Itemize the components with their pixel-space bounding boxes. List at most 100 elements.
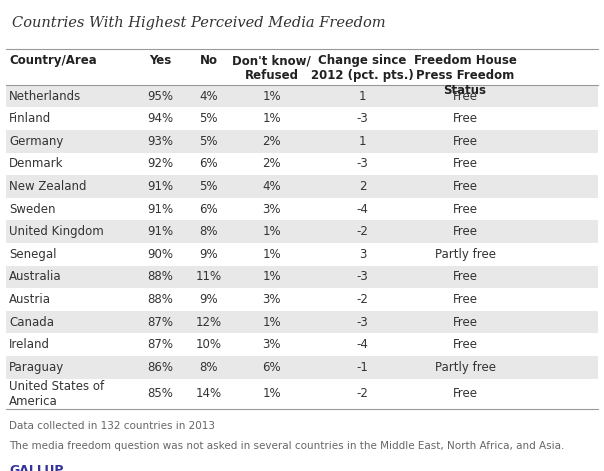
Text: Free: Free xyxy=(452,293,478,306)
Text: Free: Free xyxy=(452,270,478,284)
Text: 1%: 1% xyxy=(263,316,281,329)
Text: 9%: 9% xyxy=(199,293,217,306)
Text: Free: Free xyxy=(452,135,478,148)
Text: Country/Area: Country/Area xyxy=(9,54,97,67)
Text: Austria: Austria xyxy=(9,293,51,306)
Text: United Kingdom: United Kingdom xyxy=(9,225,104,238)
Bar xyxy=(6,356,598,379)
Text: 1%: 1% xyxy=(263,270,281,284)
Text: 88%: 88% xyxy=(147,270,173,284)
Text: 93%: 93% xyxy=(147,135,173,148)
Text: 5%: 5% xyxy=(199,180,217,193)
Bar xyxy=(6,220,598,243)
Text: -3: -3 xyxy=(356,270,368,284)
Text: Countries With Highest Perceived Media Freedom: Countries With Highest Perceived Media F… xyxy=(12,16,386,31)
Text: 1%: 1% xyxy=(263,388,281,400)
Text: Free: Free xyxy=(452,112,478,125)
Bar xyxy=(6,130,598,153)
Text: 91%: 91% xyxy=(147,203,173,216)
Text: -2: -2 xyxy=(356,293,368,306)
Text: 86%: 86% xyxy=(147,361,173,374)
Text: -4: -4 xyxy=(356,338,368,351)
Text: 87%: 87% xyxy=(147,316,173,329)
Text: Free: Free xyxy=(452,338,478,351)
Text: New Zealand: New Zealand xyxy=(9,180,86,193)
Text: 14%: 14% xyxy=(195,388,222,400)
Text: Change since
2012 (pct. pts.): Change since 2012 (pct. pts.) xyxy=(311,54,414,82)
Text: 4%: 4% xyxy=(199,89,217,103)
Text: 11%: 11% xyxy=(195,270,222,284)
Text: 6%: 6% xyxy=(199,203,217,216)
Text: 3%: 3% xyxy=(263,338,281,351)
Text: Free: Free xyxy=(452,316,478,329)
Text: Senegal: Senegal xyxy=(9,248,57,261)
Text: Free: Free xyxy=(452,157,478,171)
Text: United States of
America: United States of America xyxy=(9,380,104,408)
Text: 88%: 88% xyxy=(147,293,173,306)
Text: Free: Free xyxy=(452,89,478,103)
Text: Finland: Finland xyxy=(9,112,51,125)
Text: Australia: Australia xyxy=(9,270,62,284)
Bar xyxy=(6,85,598,107)
Text: 1%: 1% xyxy=(263,225,281,238)
Text: 9%: 9% xyxy=(199,248,217,261)
Text: 3%: 3% xyxy=(263,203,281,216)
Text: 1: 1 xyxy=(359,89,366,103)
Text: -2: -2 xyxy=(356,225,368,238)
Text: -2: -2 xyxy=(356,388,368,400)
Text: 1%: 1% xyxy=(263,89,281,103)
Text: 6%: 6% xyxy=(199,157,217,171)
Text: -3: -3 xyxy=(356,316,368,329)
Text: Germany: Germany xyxy=(9,135,63,148)
Text: 3: 3 xyxy=(359,248,366,261)
Text: Canada: Canada xyxy=(9,316,54,329)
Text: 91%: 91% xyxy=(147,180,173,193)
Text: 12%: 12% xyxy=(195,316,222,329)
Text: Free: Free xyxy=(452,180,478,193)
Text: 90%: 90% xyxy=(147,248,173,261)
Text: Partly free: Partly free xyxy=(435,361,495,374)
Text: 2%: 2% xyxy=(263,157,281,171)
Text: 85%: 85% xyxy=(147,388,173,400)
Text: Free: Free xyxy=(452,225,478,238)
Text: 8%: 8% xyxy=(199,361,217,374)
Text: 1%: 1% xyxy=(263,248,281,261)
Text: 94%: 94% xyxy=(147,112,173,125)
Text: -4: -4 xyxy=(356,203,368,216)
Text: 87%: 87% xyxy=(147,338,173,351)
Text: Sweden: Sweden xyxy=(9,203,56,216)
Text: Yes: Yes xyxy=(149,54,171,67)
Text: Paraguay: Paraguay xyxy=(9,361,64,374)
Text: 1%: 1% xyxy=(263,112,281,125)
Text: Netherlands: Netherlands xyxy=(9,89,82,103)
Text: -3: -3 xyxy=(356,112,368,125)
Text: The media freedom question was not asked in several countries in the Middle East: The media freedom question was not asked… xyxy=(9,441,564,451)
Text: GALLUP: GALLUP xyxy=(9,464,63,471)
Text: 92%: 92% xyxy=(147,157,173,171)
Text: Partly free: Partly free xyxy=(435,248,495,261)
Text: Data collected in 132 countries in 2013: Data collected in 132 countries in 2013 xyxy=(9,421,215,431)
Text: 5%: 5% xyxy=(199,135,217,148)
Text: Free: Free xyxy=(452,388,478,400)
Text: 91%: 91% xyxy=(147,225,173,238)
Text: 3%: 3% xyxy=(263,293,281,306)
Text: Denmark: Denmark xyxy=(9,157,63,171)
Text: 1: 1 xyxy=(359,135,366,148)
Text: 2%: 2% xyxy=(263,135,281,148)
Text: 4%: 4% xyxy=(263,180,281,193)
Text: Free: Free xyxy=(452,203,478,216)
Text: 95%: 95% xyxy=(147,89,173,103)
Text: No: No xyxy=(199,54,217,67)
Text: Freedom House
Press Freedom
Status: Freedom House Press Freedom Status xyxy=(414,54,516,97)
Text: Don't know/
Refused: Don't know/ Refused xyxy=(233,54,311,82)
Text: 6%: 6% xyxy=(263,361,281,374)
Text: Ireland: Ireland xyxy=(9,338,50,351)
Bar xyxy=(6,266,598,288)
Text: 10%: 10% xyxy=(195,338,222,351)
Bar xyxy=(6,175,598,198)
Text: -1: -1 xyxy=(356,361,368,374)
Text: 8%: 8% xyxy=(199,225,217,238)
Bar xyxy=(6,311,598,333)
Text: 2: 2 xyxy=(359,180,366,193)
Text: -3: -3 xyxy=(356,157,368,171)
